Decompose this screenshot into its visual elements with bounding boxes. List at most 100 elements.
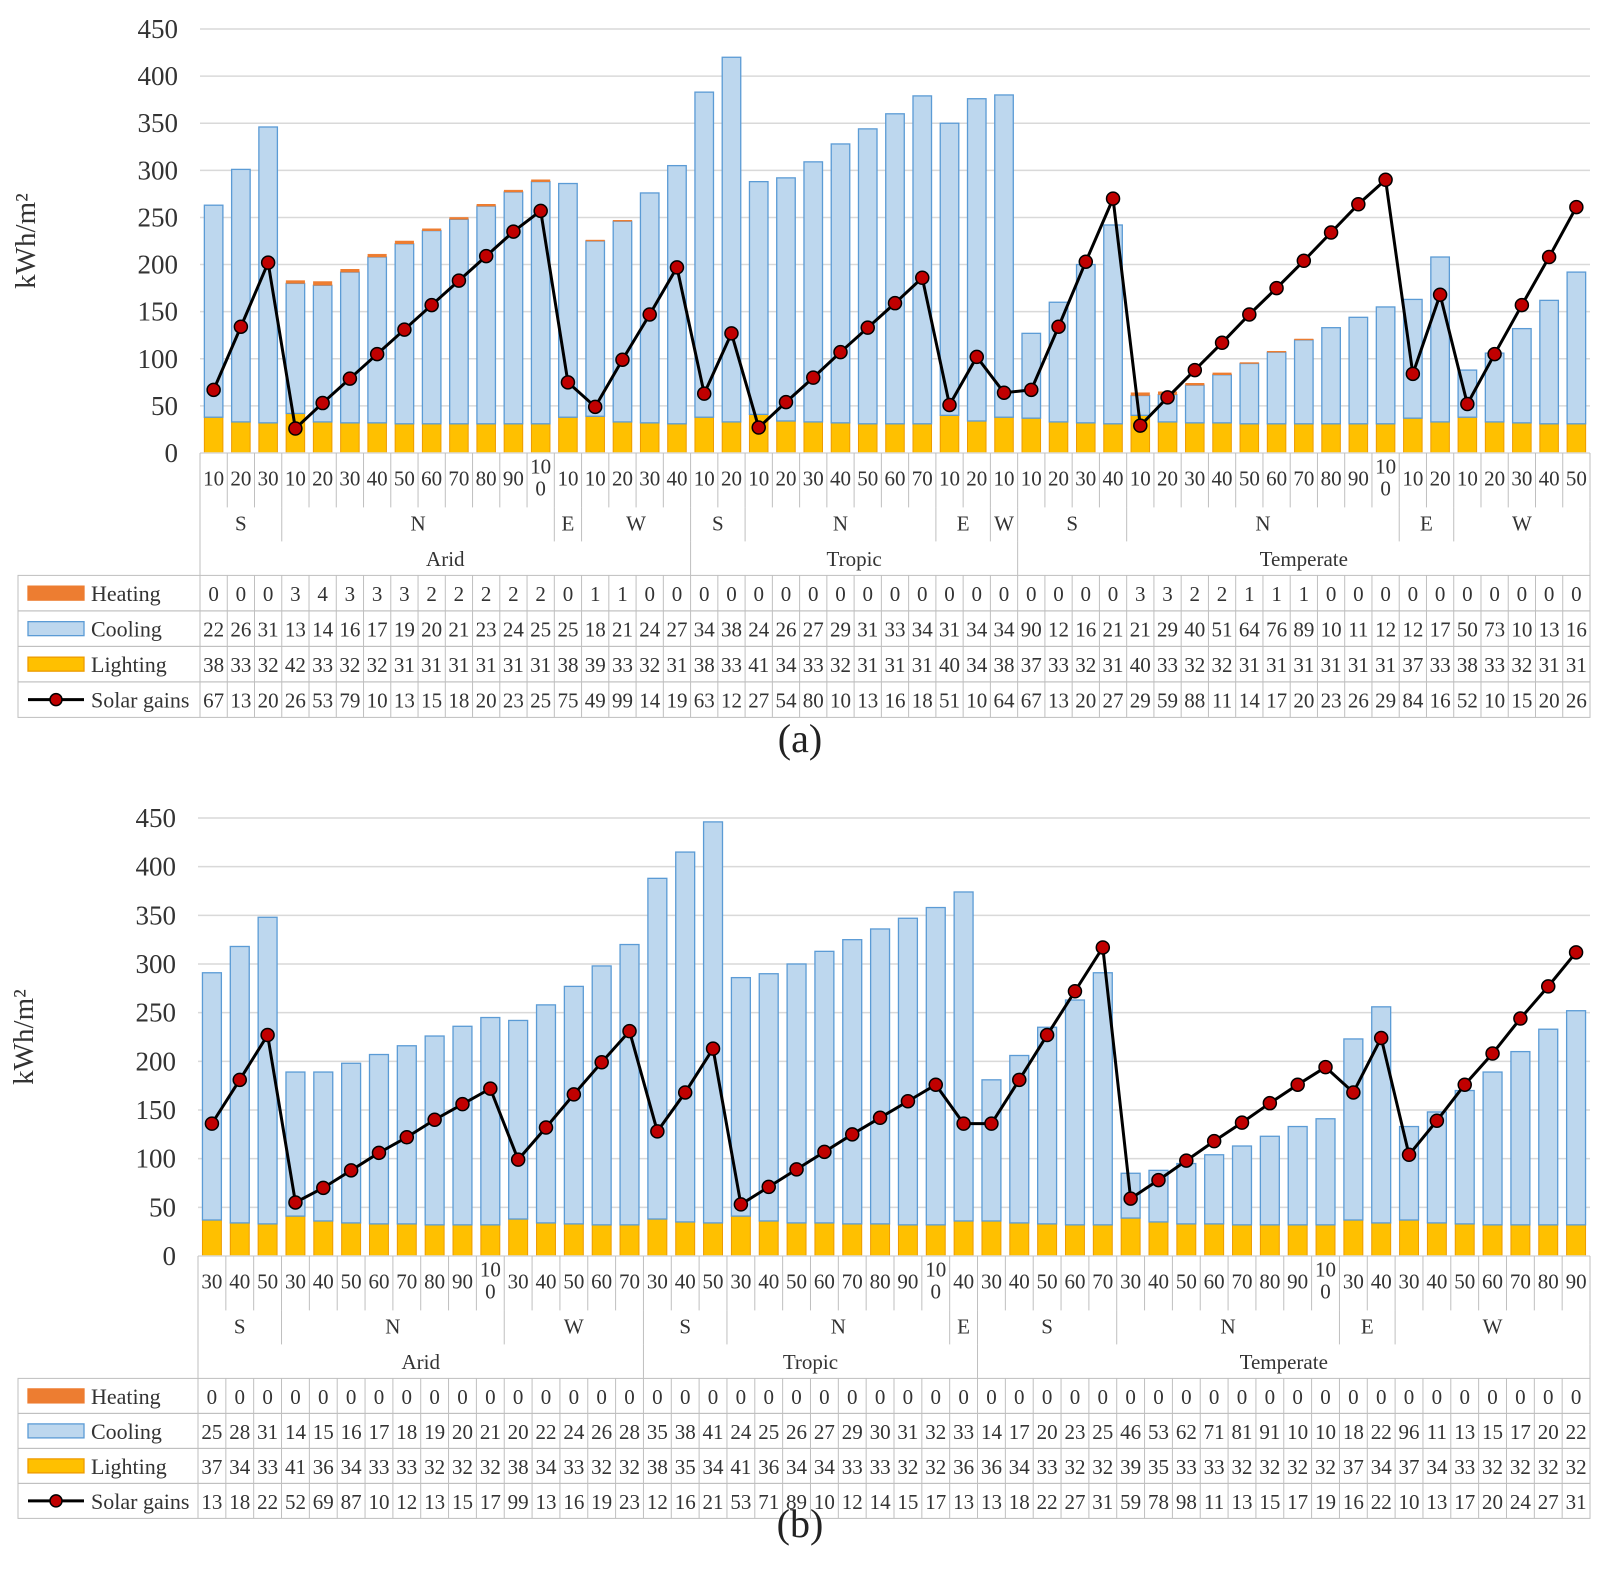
chart-b-table-cell-lighting: 32 — [1510, 1455, 1531, 1479]
chart-a-bar-cooling — [258, 126, 279, 424]
chart-b-x-tick-label: 30 — [508, 1269, 529, 1293]
chart-a-table-cell-heating: 0 — [1380, 582, 1391, 606]
chart-b-bar-cooling — [730, 976, 751, 1217]
chart-a-orientation-label: S — [1066, 512, 1078, 536]
chart-b-table-cell-heating: 0 — [1348, 1385, 1359, 1409]
chart-b-x-tick-label: 60 — [814, 1269, 835, 1293]
chart-a-table-cell-lighting: 32 — [258, 653, 279, 677]
chart-a-bar-lighting — [1512, 422, 1532, 454]
chart-a-bar-cooling — [748, 180, 769, 416]
chart-a-bar-cooling — [1130, 394, 1151, 416]
chart-b-table-cell-heating: 0 — [429, 1385, 440, 1409]
chart-a-table-cell-cooling: 26 — [230, 618, 251, 642]
chart-a-table-cell-lighting: 33 — [230, 653, 251, 677]
chart-b-bar-lighting — [313, 1220, 334, 1257]
chart-b-y-tick-label: 50 — [149, 1192, 176, 1222]
chart-b-bar-lighting — [229, 1222, 250, 1257]
chart-b-x-tick-label: 30 — [1120, 1269, 1141, 1293]
chart-a-bar-lighting — [966, 420, 987, 454]
chart-b-bar-cooling — [1092, 972, 1113, 1226]
chart-a-bar-cooling — [803, 161, 824, 423]
chart-b-table-cell-lighting: 32 — [591, 1455, 612, 1479]
chart-b-table-cell-heating: 0 — [652, 1385, 663, 1409]
chart-a-x-tick-label: 70 — [448, 466, 469, 490]
chart-a-x-tick-label: 50 — [1239, 466, 1260, 490]
chart-b-bar-cooling — [1204, 1154, 1225, 1225]
chart-a-solar-gains-point — [1460, 396, 1475, 412]
chart-a-bar-heating — [449, 217, 469, 220]
chart-a-x-tick-label: 20 — [721, 466, 742, 490]
chart-b-table-cell-lighting: 32 — [1287, 1455, 1308, 1479]
chart-a-x-tick-label: 50 — [394, 466, 415, 490]
chart-b-table-cell-heating: 0 — [875, 1385, 886, 1409]
chart-a-orientation-label: W — [626, 512, 646, 536]
chart-b-table-cell-solar: 71 — [758, 1490, 779, 1514]
chart-b-table-cell-cooling: 26 — [786, 1420, 807, 1444]
chart-a-solar-gains-point — [751, 420, 766, 435]
chart-b-table-cell-heating: 0 — [596, 1385, 607, 1409]
chart-b-bar-cooling — [619, 943, 640, 1226]
chart-a-table-cell-solar: 16 — [885, 689, 906, 713]
chart-a-x-tick-label: 30 — [639, 466, 660, 490]
chart-a-table-cell-lighting: 42 — [285, 653, 306, 677]
chart-b-table-cell-heating: 0 — [903, 1385, 914, 1409]
chart-a-solar-gains-point — [669, 260, 685, 275]
chart-b-solar-gains-point — [956, 1116, 971, 1131]
chart-a-table-cell-heating: 0 — [1435, 582, 1446, 606]
chart-a-bar-lighting — [258, 422, 278, 454]
chart-b-solar-gains-point — [1179, 1153, 1194, 1168]
chart-a-table-cell-solar: 29 — [1130, 689, 1151, 713]
chart-b-table-cell-heating: 0 — [541, 1385, 552, 1409]
chart-b-bar-lighting — [1538, 1224, 1559, 1257]
chart-b-table-cell-heating: 0 — [1014, 1385, 1025, 1409]
chart-a-x-tick-label: 20 — [230, 466, 251, 490]
chart-a-solar-gains-point — [1323, 225, 1339, 240]
chart-b-bar-cooling — [1538, 1028, 1559, 1226]
chart-b-caption: (b) — [776, 1501, 824, 1546]
chart-b-table-cell-heating: 0 — [1042, 1385, 1053, 1409]
chart-b-table-cell-heating: 0 — [847, 1385, 858, 1409]
chart-b-table-cell-lighting: 37 — [1399, 1455, 1420, 1479]
chart-b-x-tick-label: 50 — [703, 1269, 724, 1293]
chart-b-table-cell-solar: 11 — [1204, 1490, 1224, 1514]
chart-b-legend-cooling-label: Cooling — [91, 1419, 162, 1444]
chart-b-bar-cooling — [1454, 1089, 1475, 1225]
chart-a-bar-cooling — [912, 95, 933, 425]
chart-b-table-cell-lighting: 37 — [201, 1455, 222, 1479]
chart-b-table-cell-lighting: 37 — [1343, 1455, 1364, 1479]
chart-a-table-row — [17, 681, 1591, 718]
chart-a-solar-gains-point — [424, 297, 439, 313]
chart-b-orientation-label: S — [234, 1315, 246, 1339]
chart-b-table-cell-heating: 0 — [346, 1385, 357, 1409]
chart-b-table-cell-lighting: 41 — [285, 1455, 306, 1479]
chart-b-bar-lighting — [730, 1215, 751, 1257]
chart-a-table-cell-cooling: 14 — [312, 618, 334, 642]
chart-b-table-cell-cooling: 25 — [1092, 1420, 1113, 1444]
chart-b-x-tick-label: 30 — [1399, 1269, 1420, 1293]
chart-a-bar-lighting — [1484, 421, 1505, 454]
chart-a-x-tick-label: 20 — [1430, 466, 1451, 490]
chart-b-table-cell-solar: 23 — [619, 1490, 640, 1514]
chart-b-table-cell-lighting: 33 — [842, 1455, 863, 1479]
chart-a-table-cell-heating: 0 — [808, 582, 819, 606]
chart-b-bar-lighting — [1482, 1224, 1503, 1257]
chart-b-table-cell-lighting: 32 — [1538, 1455, 1559, 1479]
chart-a-table-cell-heating: 3 — [345, 582, 356, 606]
chart-a-table-cell-solar: 14 — [1239, 689, 1261, 713]
chart-b-table-cell-solar: 13 — [424, 1490, 445, 1514]
chart-b-table-cell-cooling: 53 — [1148, 1420, 1169, 1444]
chart-a-table-cell-cooling: 10 — [1511, 618, 1532, 642]
chart-a-table-cell-lighting: 33 — [612, 653, 633, 677]
chart-b-table-cell-heating: 0 — [1209, 1385, 1220, 1409]
chart-b-table-cell-solar: 22 — [1371, 1490, 1392, 1514]
chart-b-bar-cooling — [201, 972, 223, 1221]
chart-b-y-tick-label: 150 — [136, 1095, 177, 1125]
chart-b-solar-gains-point — [1262, 1095, 1278, 1111]
chart-a-table-cell-cooling: 24 — [639, 618, 661, 642]
chart-b-solar-gains-point — [204, 1116, 220, 1131]
chart-b-solar-gains-point — [928, 1077, 944, 1092]
chart-b-bar-lighting — [786, 1222, 807, 1257]
chart-a-table-cell-solar: 13 — [394, 689, 415, 713]
chart-a-table-cell-heating: 0 — [1489, 582, 1500, 606]
